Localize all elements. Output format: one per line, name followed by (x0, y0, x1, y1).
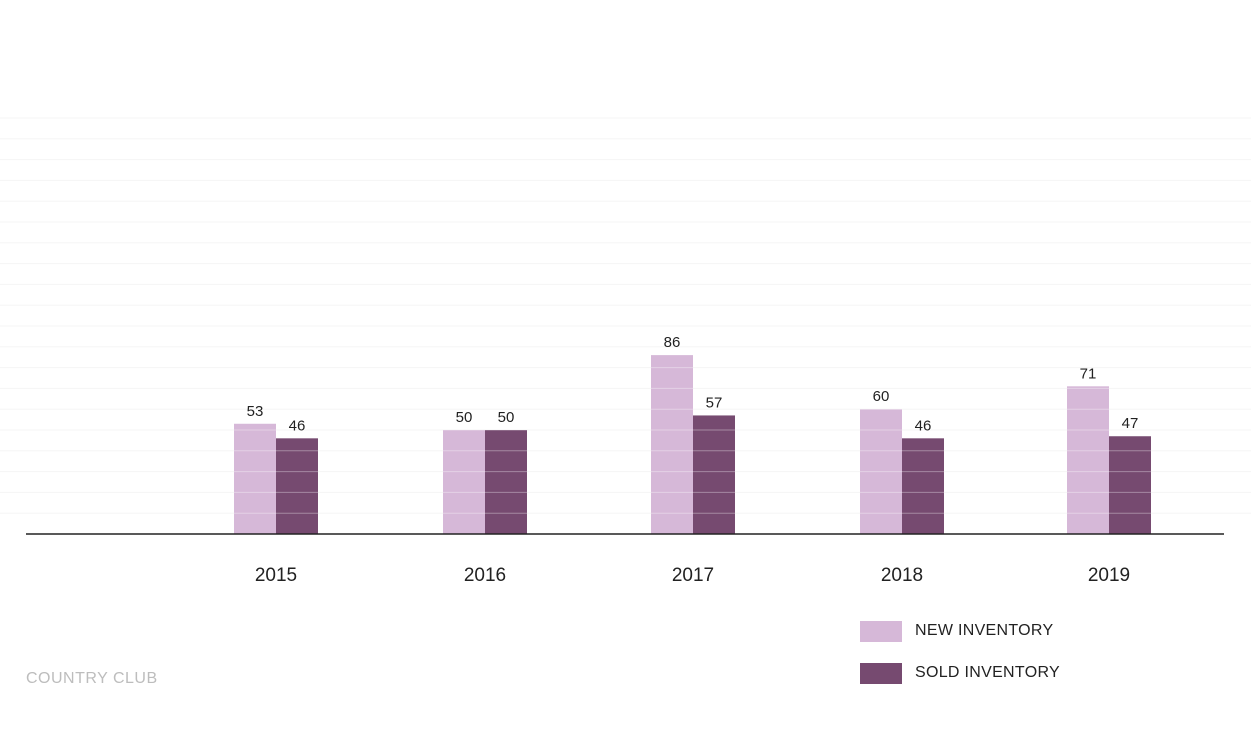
data-label-sold-inventory-2018: 46 (915, 417, 932, 434)
bar-sold-inventory-2017 (693, 415, 735, 534)
data-labels: 53 46 50 50 86 57 60 46 71 47 (247, 334, 1139, 434)
legend-label-new-inventory: NEW INVENTORY (915, 622, 1054, 639)
bar-sold-inventory-2015 (276, 438, 318, 534)
x-axis-tick-labels: 2015 2016 2017 2018 2019 (255, 565, 1130, 586)
data-label-new-inventory-2018: 60 (873, 388, 890, 405)
bar-new-inventory-2018 (860, 409, 902, 534)
bar-sold-inventory-2016 (485, 430, 527, 534)
legend-label-sold-inventory: SOLD INVENTORY (915, 664, 1060, 681)
legend-item-new-inventory: NEW INVENTORY (860, 620, 1060, 642)
x-tick-label-2017: 2017 (672, 565, 714, 586)
x-tick-label-2019: 2019 (1088, 565, 1130, 586)
legend-swatch-sold-inventory (860, 662, 902, 684)
footer-brand: COUNTRY CLUB (26, 670, 158, 687)
bar-new-inventory-2017 (651, 355, 693, 534)
data-label-new-inventory-2016: 50 (456, 409, 473, 426)
legend-item-sold-inventory: SOLD INVENTORY (860, 662, 1060, 684)
x-tick-label-2016: 2016 (464, 565, 506, 586)
legend-swatch-new-inventory (860, 620, 902, 642)
data-label-sold-inventory-2016: 50 (498, 409, 515, 426)
bar-sold-inventory-2019 (1109, 436, 1151, 534)
data-label-new-inventory-2015: 53 (247, 403, 264, 420)
bar-new-inventory-2019 (1067, 386, 1109, 534)
data-label-new-inventory-2017: 86 (664, 334, 681, 351)
bar-new-inventory-2016 (443, 430, 485, 534)
gridlines (0, 117, 1251, 514)
legend: NEW INVENTORY SOLD INVENTORY (860, 620, 1060, 704)
data-label-new-inventory-2019: 71 (1080, 365, 1097, 382)
data-label-sold-inventory-2017: 57 (706, 394, 723, 411)
bars (0, 117, 1251, 534)
bar-sold-inventory-2018 (902, 438, 944, 534)
data-label-sold-inventory-2015: 46 (289, 417, 306, 434)
bar-new-inventory-2015 (234, 423, 276, 534)
data-label-sold-inventory-2019: 47 (1122, 415, 1139, 432)
x-tick-label-2015: 2015 (255, 565, 297, 586)
x-tick-label-2018: 2018 (881, 565, 923, 586)
